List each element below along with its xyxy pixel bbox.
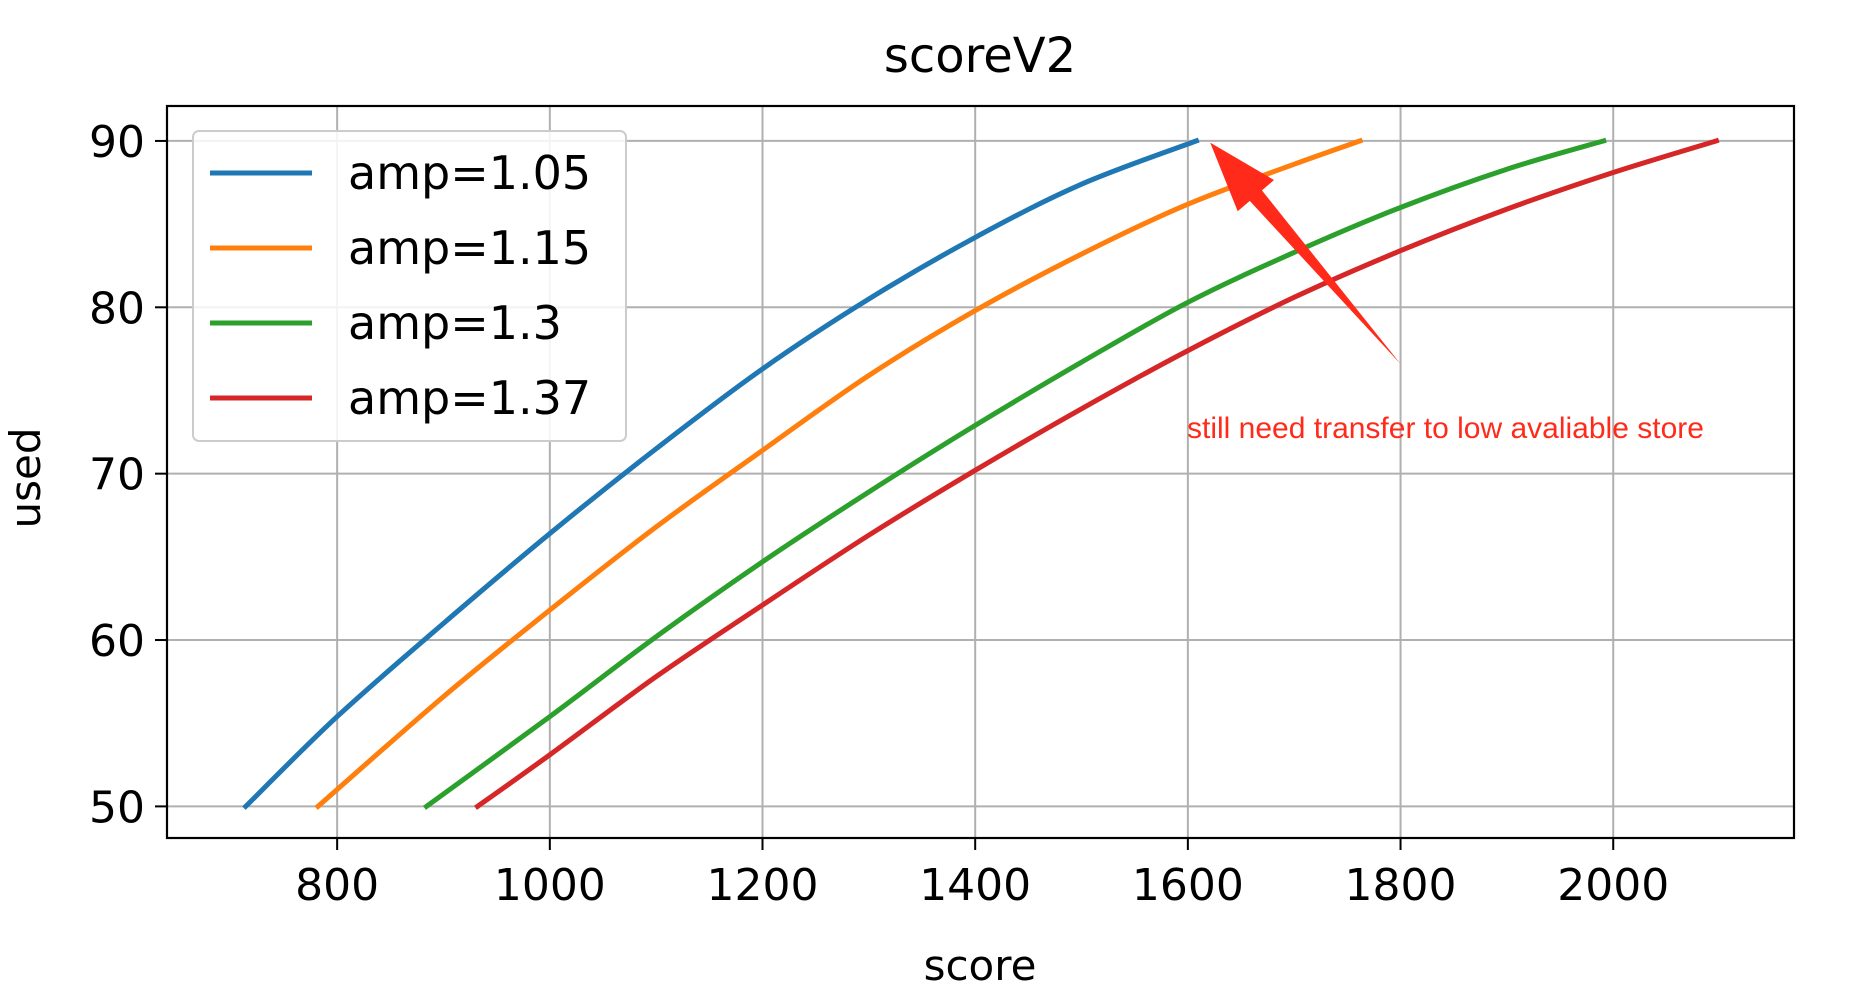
legend-label: amp=1.3 bbox=[348, 296, 562, 350]
plot-frame bbox=[165, 104, 1796, 840]
legend-label: amp=1.15 bbox=[348, 221, 591, 275]
y-axis-label: used bbox=[1, 427, 50, 528]
x-tick-label: 1400 bbox=[919, 860, 1031, 911]
x-tick-label: 1800 bbox=[1345, 860, 1457, 911]
legend-label: amp=1.37 bbox=[348, 371, 591, 425]
series-line bbox=[314, 137, 1364, 810]
series-line bbox=[474, 137, 1720, 810]
legend-label: amp=1.05 bbox=[348, 146, 591, 200]
y-tick-label: 50 bbox=[89, 782, 145, 833]
y-tick-label: 80 bbox=[89, 283, 145, 334]
x-axis-label: score bbox=[924, 941, 1037, 990]
series-line bbox=[242, 137, 1200, 810]
x-tick-label: 2000 bbox=[1557, 860, 1669, 911]
x-tick-label: 1200 bbox=[707, 860, 819, 911]
series-lines bbox=[242, 137, 1720, 810]
legend: amp=1.05 amp=1.15 amp=1.3 amp=1.37 bbox=[192, 130, 627, 442]
y-tick-label: 90 bbox=[89, 117, 145, 168]
x-tick-label: 1000 bbox=[494, 860, 606, 911]
annotation-text: still need transfer to low avaliable sto… bbox=[1187, 412, 1704, 445]
series-line bbox=[423, 137, 1607, 810]
x-tick-label: 800 bbox=[295, 860, 379, 911]
axis-ticks: 800 1000 1200 1400 1600 1800 2000 50 60 70 80 90 bbox=[89, 117, 1669, 911]
chart-title: scoreV2 bbox=[884, 28, 1076, 84]
y-tick-label: 70 bbox=[89, 450, 145, 501]
annotation-arrow-icon bbox=[1210, 142, 1401, 364]
legend-box bbox=[192, 130, 627, 442]
x-tick-label: 1600 bbox=[1132, 860, 1244, 911]
annotation: still need transfer to low avaliable sto… bbox=[1187, 142, 1704, 445]
y-tick-label: 60 bbox=[89, 616, 145, 667]
